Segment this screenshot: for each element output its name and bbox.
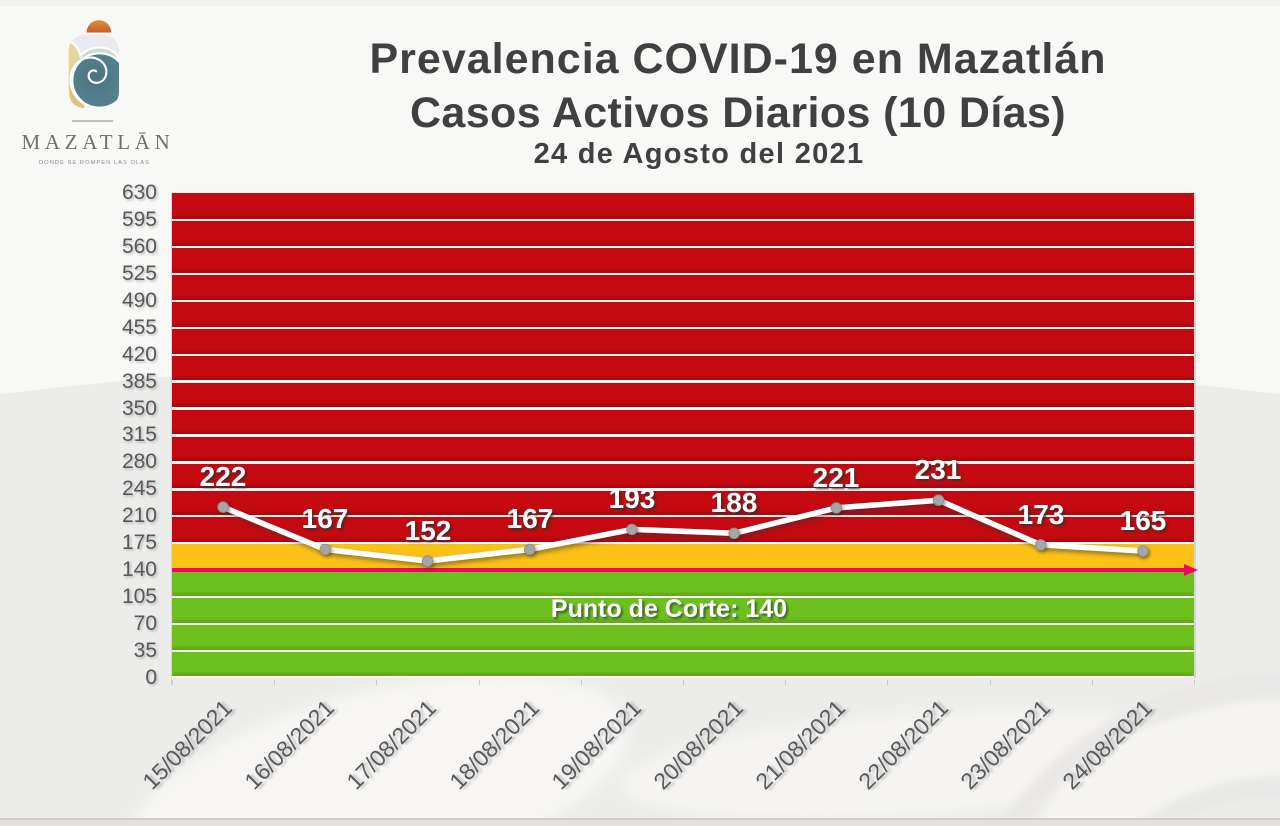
svg-text:MAZATLĀN: MAZATLĀN bbox=[21, 130, 174, 154]
svg-text:DONDE SE ROMPEN LAS OLAS: DONDE SE ROMPEN LAS OLAS bbox=[39, 160, 150, 166]
